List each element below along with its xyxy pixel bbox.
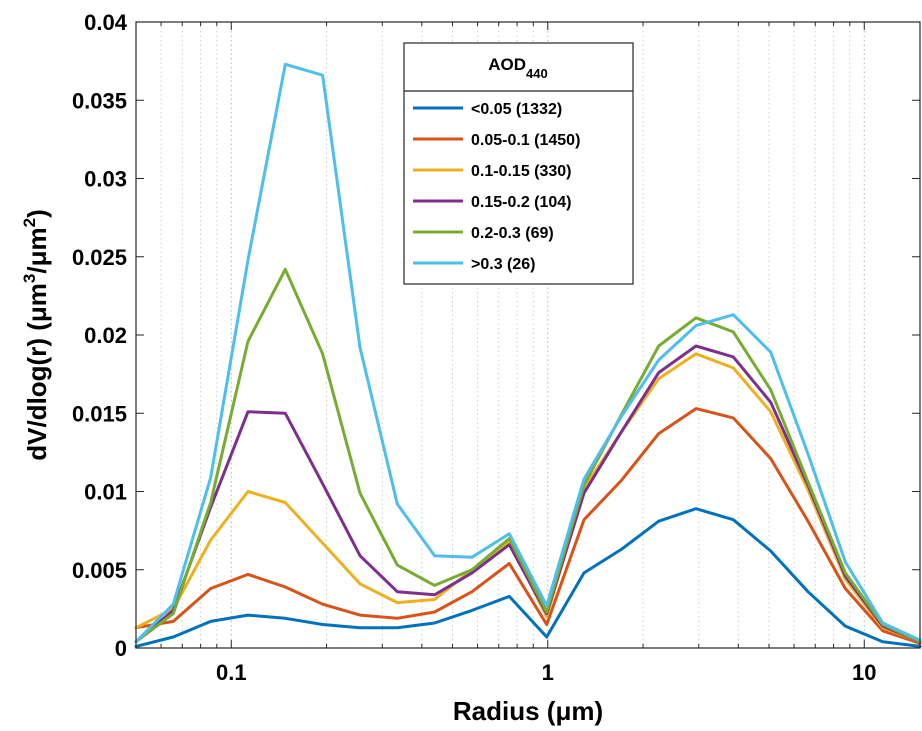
- x-axis-label: Radius (μm): [453, 696, 603, 726]
- y-tick-label: 0.025: [72, 245, 127, 270]
- legend-title: AOD440: [488, 55, 547, 81]
- series-line-6: [134, 62, 922, 644]
- y-label-sup2: 2: [20, 218, 39, 227]
- y-tick-label: 0.035: [72, 88, 127, 113]
- y-tick-label: 0.015: [72, 401, 127, 426]
- y-tick-label: 0.02: [84, 323, 127, 348]
- legend-label: 0.1-0.15 (330): [471, 163, 572, 180]
- legend-label: >0.3 (26): [471, 256, 535, 273]
- x-tick-label: 1: [542, 660, 554, 685]
- legend-items: <0.05 (1332) 0.05-0.1 (1450) 0.1-0.15 (330…: [413, 101, 580, 273]
- y-tick-label: 0.01: [84, 480, 127, 505]
- series-line-5: [134, 267, 922, 644]
- ticks: [136, 21, 920, 649]
- legend-box: [403, 42, 634, 285]
- y-axis-label: dV/dlog(r) (μm3/μm2): [20, 209, 52, 461]
- y-label-mid: /μm: [22, 227, 52, 273]
- series-line-1: [134, 507, 922, 648]
- legend-label: 0.15-0.2 (104): [471, 194, 572, 211]
- legend-label: <0.05 (1332): [471, 101, 562, 118]
- y-tick-label: 0.04: [84, 10, 128, 35]
- legend-label: 0.2-0.3 (69): [471, 225, 554, 242]
- y-tick-label: 0: [115, 636, 127, 661]
- x-tick-label: 10: [852, 660, 876, 685]
- legend: AOD440 <0.05 (1332) 0.05-0.1 (1450) 0.1-0.…: [403, 42, 634, 285]
- series-group: [134, 62, 922, 648]
- y-tick-label: 0.03: [84, 167, 127, 192]
- series-line-4: [134, 344, 922, 644]
- y-tick-label: 0.005: [72, 558, 127, 583]
- y-label-base: dV/dlog(r) (μm: [22, 283, 52, 461]
- series-line-2: [134, 407, 922, 645]
- y-label-sup1: 3: [20, 274, 39, 283]
- legend-label: 0.05-0.1 (1450): [471, 132, 580, 149]
- legend-title-base: AOD: [488, 55, 526, 74]
- x-tick-label: 0.1: [216, 660, 247, 685]
- legend-title-sub: 440: [526, 66, 548, 81]
- y-label-end: ): [22, 209, 52, 218]
- tick-labels: 0.1 1 10 0 0.005 0.01 0.015 0.02 0.025 0.03 0.035 0…: [72, 10, 877, 685]
